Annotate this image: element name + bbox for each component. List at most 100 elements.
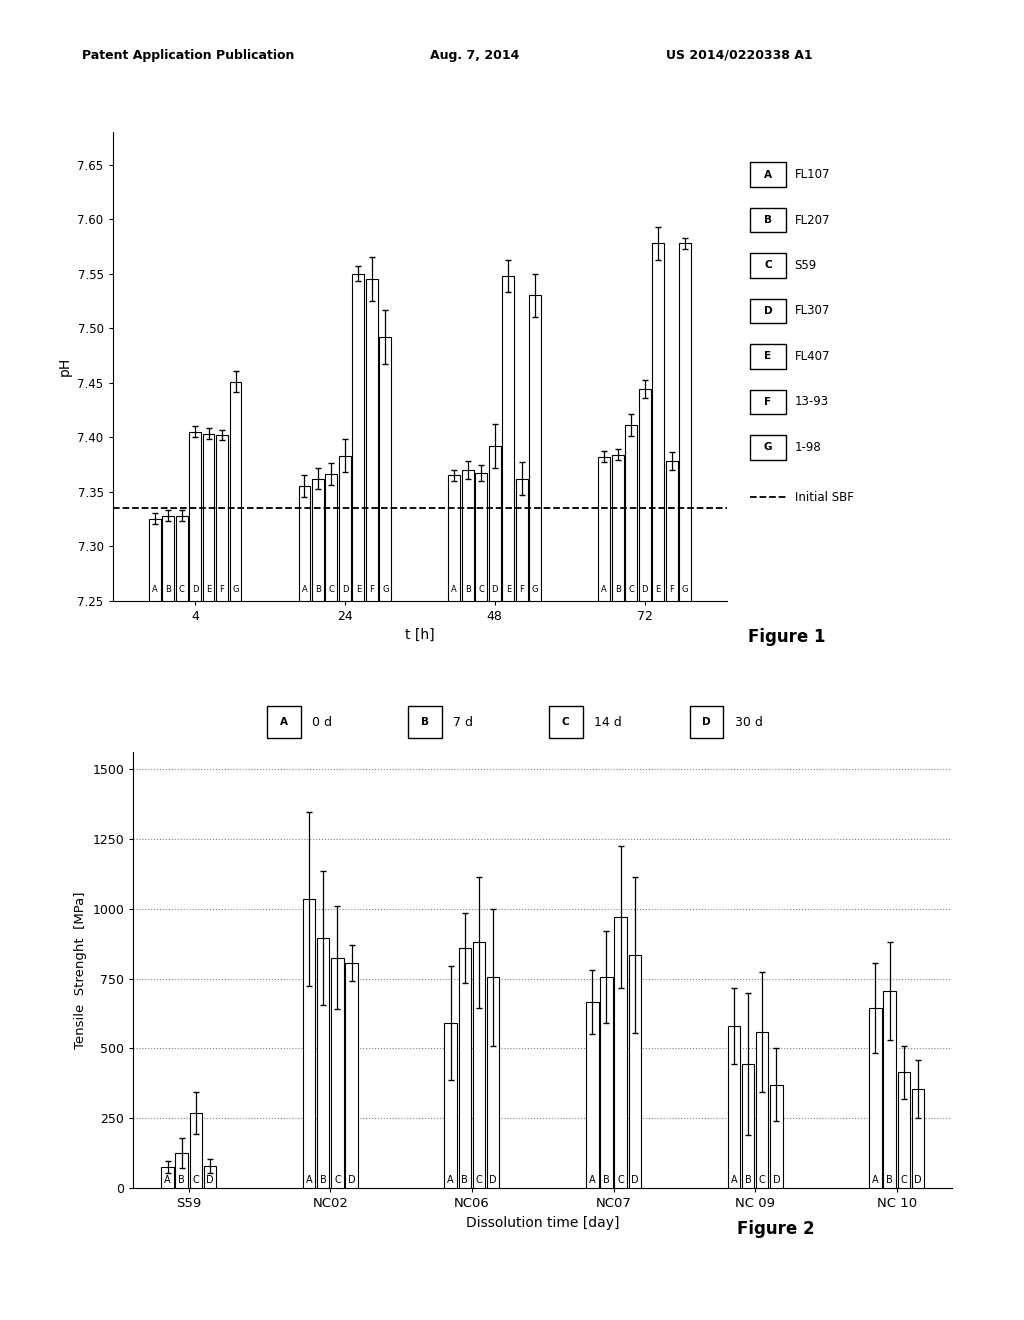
Text: B: B [465,585,471,594]
FancyBboxPatch shape [750,298,786,323]
Bar [629,954,641,1188]
Text: C: C [764,260,772,271]
Text: A: A [447,1175,454,1185]
Bar [449,475,460,601]
Text: D: D [489,1175,497,1185]
Text: Patent Application Publication: Patent Application Publication [82,49,294,62]
Text: D: D [772,1175,780,1185]
Text: Aug. 7, 2014: Aug. 7, 2014 [430,49,519,62]
Text: C: C [628,585,634,594]
Text: B: B [764,215,772,224]
FancyBboxPatch shape [549,706,583,738]
FancyBboxPatch shape [750,389,786,414]
Bar [161,1167,174,1188]
X-axis label: Dissolution time [day]: Dissolution time [day] [466,1216,620,1230]
Text: E: E [765,351,771,362]
Bar [487,977,500,1188]
Text: Figure 1: Figure 1 [748,628,825,647]
Text: A: A [306,1175,312,1185]
Text: G: G [764,442,772,453]
Y-axis label: Tensile  Strenght  [MPa]: Tensile Strenght [MPa] [74,891,87,1049]
Text: D: D [342,585,348,594]
Bar [516,479,527,601]
Bar [488,446,501,601]
Bar [229,381,242,601]
Text: FL407: FL407 [795,350,830,363]
Text: A: A [589,1175,596,1185]
Bar [345,964,357,1188]
Bar [586,1002,598,1188]
Y-axis label: pH: pH [58,356,72,376]
Bar [203,434,214,601]
Text: B: B [165,585,171,594]
FancyBboxPatch shape [750,162,786,187]
Text: C: C [329,585,335,594]
Text: F: F [519,585,524,594]
Text: Figure 2: Figure 2 [737,1220,815,1238]
Text: D: D [702,717,711,727]
Text: F: F [765,397,771,407]
Text: 14 d: 14 d [594,715,622,729]
Bar [626,425,637,601]
Bar [380,337,391,601]
Text: A: A [872,1175,879,1185]
Text: D: D [206,1175,214,1185]
Bar [639,389,650,601]
Text: A: A [764,169,772,180]
Text: FL307: FL307 [795,305,830,317]
Bar [162,516,174,601]
Text: 0 d: 0 d [312,715,333,729]
Text: B: B [886,1175,893,1185]
Bar [303,899,315,1188]
Text: US 2014/0220338 A1: US 2014/0220338 A1 [666,49,812,62]
Bar [679,243,691,601]
Text: C: C [562,717,569,727]
Text: B: B [462,1175,468,1185]
Text: A: A [281,717,288,727]
Bar [462,470,474,601]
Bar [598,457,610,601]
Bar [529,296,541,601]
Bar [366,279,378,601]
Text: G: G [682,585,688,594]
Text: C: C [178,585,184,594]
Bar [611,454,624,601]
Text: A: A [152,585,158,594]
Bar [884,991,896,1188]
Bar [189,432,201,601]
Text: G: G [232,585,239,594]
FancyBboxPatch shape [690,706,724,738]
Text: B: B [603,1175,610,1185]
Text: 13-93: 13-93 [795,396,828,408]
Bar [299,486,310,601]
FancyBboxPatch shape [750,207,786,232]
Text: B: B [178,1175,185,1185]
Text: B: B [421,717,429,727]
Text: C: C [617,1175,624,1185]
Text: D: D [914,1175,922,1185]
Text: C: C [900,1175,907,1185]
Text: C: C [759,1175,766,1185]
Bar [312,479,324,601]
Text: D: D [631,1175,639,1185]
FancyBboxPatch shape [750,345,786,368]
Text: E: E [355,585,361,594]
Text: B: B [315,585,321,594]
Text: B: B [319,1175,327,1185]
Bar [331,957,344,1188]
Bar [728,1026,740,1188]
Bar [770,1085,782,1188]
Text: A: A [164,1175,171,1185]
Bar [148,519,161,601]
Text: C: C [478,585,484,594]
Bar [911,1089,925,1188]
Text: C: C [193,1175,200,1185]
Text: G: G [382,585,389,594]
Text: FL207: FL207 [795,214,830,227]
Text: G: G [532,585,539,594]
Bar [216,436,228,601]
Bar [459,948,471,1188]
Bar [473,942,485,1188]
Text: 1-98: 1-98 [795,441,821,454]
Text: D: D [641,585,648,594]
